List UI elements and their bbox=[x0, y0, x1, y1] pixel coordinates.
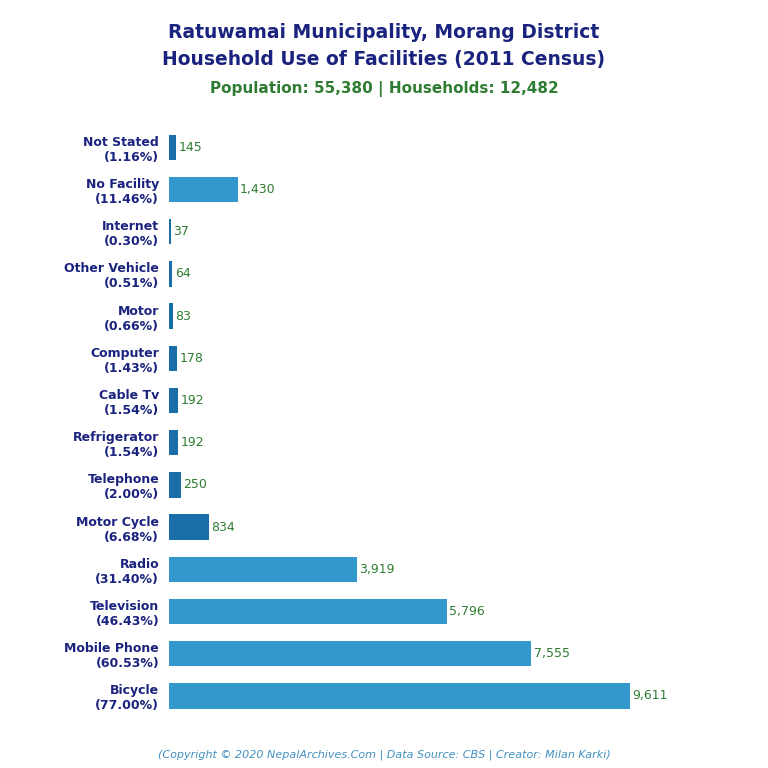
Bar bbox=[169, 599, 447, 624]
Bar bbox=[169, 177, 237, 202]
Text: 7,555: 7,555 bbox=[534, 647, 570, 660]
Text: 1,430: 1,430 bbox=[240, 183, 276, 196]
Text: Household Use of Facilities (2011 Census): Household Use of Facilities (2011 Census… bbox=[163, 50, 605, 69]
Bar bbox=[169, 134, 176, 160]
Text: (Copyright © 2020 NepalArchives.Com | Data Source: CBS | Creator: Milan Karki): (Copyright © 2020 NepalArchives.Com | Da… bbox=[157, 750, 611, 760]
Text: 192: 192 bbox=[180, 394, 204, 407]
Bar bbox=[169, 472, 181, 498]
Bar bbox=[169, 684, 630, 709]
Text: 5,796: 5,796 bbox=[449, 605, 485, 618]
Bar bbox=[169, 557, 357, 582]
Text: 178: 178 bbox=[180, 352, 204, 365]
Bar bbox=[169, 388, 178, 413]
Text: Population: 55,380 | Households: 12,482: Population: 55,380 | Households: 12,482 bbox=[210, 81, 558, 97]
Text: 37: 37 bbox=[174, 225, 189, 238]
Text: 834: 834 bbox=[211, 521, 235, 534]
Text: 9,611: 9,611 bbox=[632, 690, 668, 703]
Bar bbox=[169, 261, 172, 286]
Text: 145: 145 bbox=[178, 141, 202, 154]
Bar bbox=[169, 430, 178, 455]
Text: 250: 250 bbox=[184, 478, 207, 492]
Text: 3,919: 3,919 bbox=[359, 563, 395, 576]
Bar bbox=[169, 641, 531, 667]
Bar bbox=[169, 219, 170, 244]
Text: 192: 192 bbox=[180, 436, 204, 449]
Bar bbox=[169, 346, 177, 371]
Bar bbox=[169, 515, 209, 540]
Text: Ratuwamai Municipality, Morang District: Ratuwamai Municipality, Morang District bbox=[168, 23, 600, 42]
Text: 64: 64 bbox=[174, 267, 190, 280]
Text: 83: 83 bbox=[176, 310, 191, 323]
Bar bbox=[169, 303, 173, 329]
